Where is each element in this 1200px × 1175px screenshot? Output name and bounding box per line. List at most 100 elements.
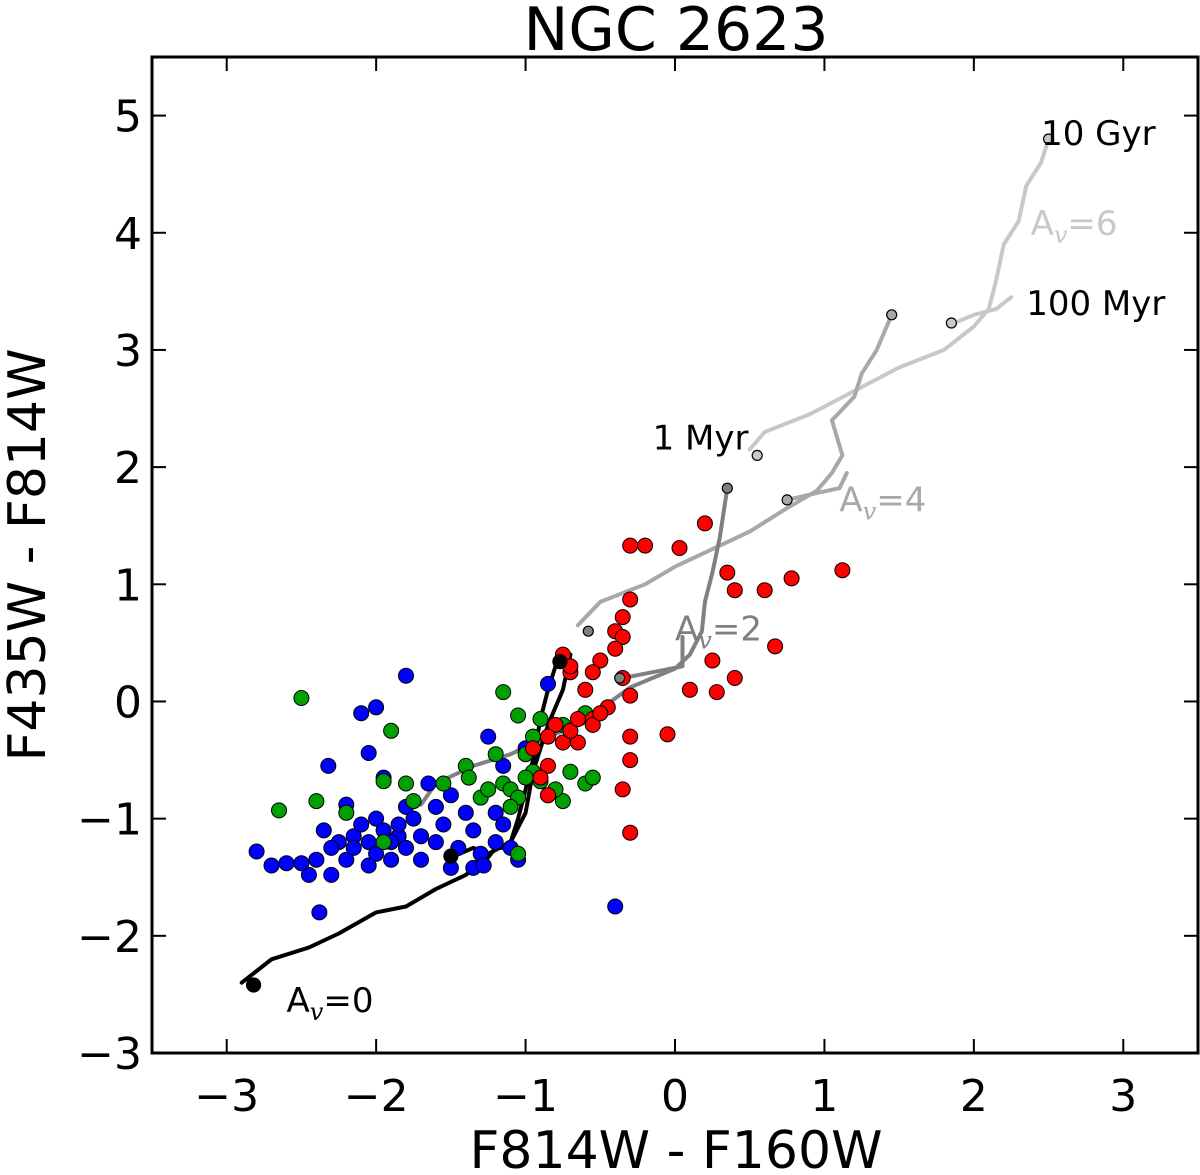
track-branch-a-v-6: [949, 295, 1014, 327]
point-red-clusters: [540, 787, 556, 804]
point-blue-clusters: [315, 822, 332, 839]
track-branch-a-v-4: [785, 471, 849, 502]
point-blue-clusters: [353, 816, 370, 833]
point-red-clusters: [569, 711, 586, 727]
point-green-clusters: [510, 845, 527, 862]
y-tick-label: −1: [77, 795, 142, 846]
age-marker-a-v-0: [443, 848, 459, 864]
point-red-clusters: [659, 726, 676, 743]
age-marker-a-v-4: [781, 494, 793, 506]
point-green-clusters: [375, 834, 392, 851]
point-red-clusters: [767, 638, 784, 655]
y-axis-label: F435W - F814W: [0, 349, 58, 762]
point-blue-clusters: [345, 839, 362, 856]
x-tick-label: −2: [344, 1071, 409, 1122]
point-red-clusters: [719, 564, 736, 581]
point-green-clusters: [487, 746, 504, 763]
point-green-clusters: [338, 804, 355, 821]
point-blue-clusters: [405, 810, 422, 827]
point-green-clusters: [308, 793, 325, 810]
point-red-clusters: [614, 609, 631, 626]
annotation-label: Av=2: [675, 610, 762, 655]
x-axis-label: F814W - F160W: [470, 1121, 883, 1175]
point-red-clusters: [622, 687, 639, 704]
age-marker-a-v-6: [1042, 133, 1055, 145]
x-tick-label: 2: [960, 1071, 988, 1122]
point-blue-clusters: [353, 705, 370, 722]
annotation-label: Av=4: [839, 481, 926, 526]
point-blue-clusters: [360, 857, 377, 874]
point-red-clusters: [577, 681, 594, 698]
point-green-clusters: [480, 781, 497, 798]
point-blue-clusters: [278, 855, 295, 872]
point-red-clusters: [622, 591, 639, 608]
point-red-clusters: [614, 781, 631, 798]
y-tick-label: 2: [114, 443, 142, 494]
point-red-clusters: [569, 734, 586, 751]
point-red-clusters: [726, 670, 743, 686]
point-red-clusters: [756, 582, 773, 599]
annotation-label: Av=0: [287, 981, 374, 1026]
point-blue-clusters: [427, 834, 444, 851]
age-marker-a-v-4: [886, 309, 898, 321]
point-green-clusters: [398, 775, 414, 792]
point-blue-clusters: [360, 745, 377, 761]
point-blue-clusters: [495, 816, 512, 833]
point-blue-clusters: [390, 816, 407, 833]
point-blue-clusters: [263, 857, 280, 874]
point-red-clusters: [622, 728, 639, 745]
point-blue-clusters: [495, 757, 512, 774]
point-blue-clusters: [323, 839, 340, 856]
x-tick-label: 3: [1109, 1071, 1137, 1122]
point-blue-clusters: [442, 787, 459, 804]
x-tick-label: 1: [810, 1071, 838, 1122]
point-blue-clusters: [398, 667, 414, 684]
point-red-clusters: [525, 740, 541, 757]
point-red-clusters: [532, 769, 549, 786]
x-tick-label: −3: [194, 1071, 259, 1122]
point-green-clusters: [495, 684, 512, 701]
plot-area: 10 Gyr 100 Myr 1 Myr Av=0 Av=2 Av=4 Av=6: [239, 114, 1165, 1026]
point-green-clusters: [293, 690, 310, 706]
point-red-clusters: [622, 824, 639, 841]
point-red-clusters: [696, 515, 713, 532]
point-green-clusters: [405, 793, 422, 810]
point-green-clusters: [584, 769, 601, 786]
point-red-clusters: [562, 722, 579, 739]
point-red-clusters: [622, 537, 639, 554]
point-red-clusters: [540, 757, 556, 774]
annotation-label: Av=6: [1031, 204, 1118, 249]
point-blue-clusters: [435, 816, 452, 833]
point-red-clusters: [681, 681, 698, 698]
point-red-clusters: [592, 705, 609, 722]
point-red-clusters: [637, 537, 654, 554]
point-green-clusters: [383, 722, 400, 739]
point-red-clusters: [622, 752, 639, 769]
chart-title: NGC 2623: [523, 0, 828, 65]
point-blue-clusters: [293, 855, 310, 872]
point-blue-clusters: [308, 851, 325, 868]
point-blue-clusters: [383, 851, 400, 868]
age-marker-a-v-0: [246, 977, 262, 993]
point-red-clusters: [783, 570, 800, 587]
point-blue-clusters: [607, 898, 624, 915]
point-green-clusters: [502, 798, 519, 815]
point-red-clusters: [592, 652, 609, 669]
track-line-a-v-6: [747, 137, 1051, 452]
point-blue-clusters: [413, 851, 429, 868]
point-red-clusters: [584, 716, 601, 733]
point-blue-clusters: [540, 675, 556, 692]
age-marker-a-v-6: [945, 317, 958, 329]
point-blue-clusters: [368, 845, 385, 862]
point-red-clusters: [584, 664, 601, 681]
age-marker-a-v-2: [582, 625, 594, 637]
point-blue-clusters: [413, 828, 429, 845]
point-blue-clusters: [368, 699, 385, 716]
point-green-clusters: [460, 769, 477, 786]
track-branch-a-v-2: [620, 635, 685, 680]
point-green-clusters: [562, 763, 579, 780]
point-blue-clusters: [487, 804, 504, 821]
point-red-clusters: [540, 728, 556, 745]
point-blue-clusters: [475, 857, 492, 874]
